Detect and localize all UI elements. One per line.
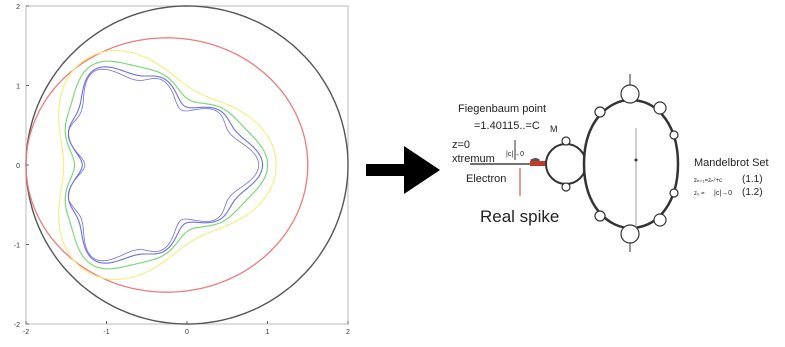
blue-curve xyxy=(67,66,264,264)
y-tick-label: 1 xyxy=(16,84,20,91)
left-top-bulb xyxy=(594,106,606,118)
period2-bulb xyxy=(545,143,587,185)
x-tick-label: 2 xyxy=(346,329,350,336)
yellow-curve xyxy=(58,49,277,281)
decoration-bulbs xyxy=(561,84,679,244)
blue-curve-inner xyxy=(67,68,260,262)
z0-label: z=0 xyxy=(452,139,470,151)
plot-frame xyxy=(25,5,349,325)
formula2-mid: |c|→0 xyxy=(714,190,732,197)
green-curve xyxy=(64,60,269,270)
transform-arrow xyxy=(366,146,440,194)
formula1-right: (1.1) xyxy=(742,174,763,185)
x-tick-label: -2 xyxy=(23,329,29,336)
mandelbrot-figure xyxy=(470,74,680,252)
real-spike-label: Real spike xyxy=(480,207,559,226)
feigenbaum-subscript: M xyxy=(550,124,558,134)
extremum-label: xtremum xyxy=(452,153,495,165)
center-dot xyxy=(634,158,638,162)
feigenbaum-label: Fiegenbaum point xyxy=(458,103,546,115)
p2-top-bulb xyxy=(561,136,571,146)
right-bulb-1 xyxy=(669,130,679,140)
p2-bottom-bulb xyxy=(561,182,571,192)
electron-marker xyxy=(530,161,546,166)
arrow-head xyxy=(404,146,440,194)
formula1-left: zₙ₊₁=zₙ²+c xyxy=(694,178,722,184)
top-bulb xyxy=(620,84,640,104)
left-bottom-bulb xyxy=(594,210,606,222)
formula2-left: z₀ = xyxy=(694,191,705,197)
plot-curves xyxy=(25,5,349,325)
x-tick-label: 1 xyxy=(266,329,270,336)
formula2-right: (1.2) xyxy=(742,187,763,198)
electron-label: Electron xyxy=(466,173,506,185)
y-tick-label: 0 xyxy=(16,163,20,170)
plot-ticks: -2 -1 0 1 2 2 1 0 -1 -2 xyxy=(14,4,350,336)
lower-right-bulb xyxy=(653,213,667,227)
x-tick-label: 0 xyxy=(185,329,189,336)
mandelbrot-set-label: Mandelbrot Set xyxy=(694,157,769,169)
y-tick-label: 2 xyxy=(16,4,20,11)
x-tick-label: -1 xyxy=(103,329,109,336)
arrow-shaft xyxy=(366,164,410,176)
labels: Fiegenbaum point =1.40115..=C M z=0 xtre… xyxy=(452,103,769,226)
feigenbaum-value: =1.40115..=C xyxy=(474,120,540,132)
left-plot: -2 -1 0 1 2 2 1 0 -1 -2 xyxy=(14,4,350,336)
main-cardioid xyxy=(582,98,680,230)
upper-right-bulb xyxy=(653,101,667,115)
small-arrow-label: |c|→0 xyxy=(506,151,524,158)
y-tick-label: -2 xyxy=(14,322,20,329)
right-bulb-2 xyxy=(669,188,679,198)
y-tick-label: -1 xyxy=(14,243,20,250)
